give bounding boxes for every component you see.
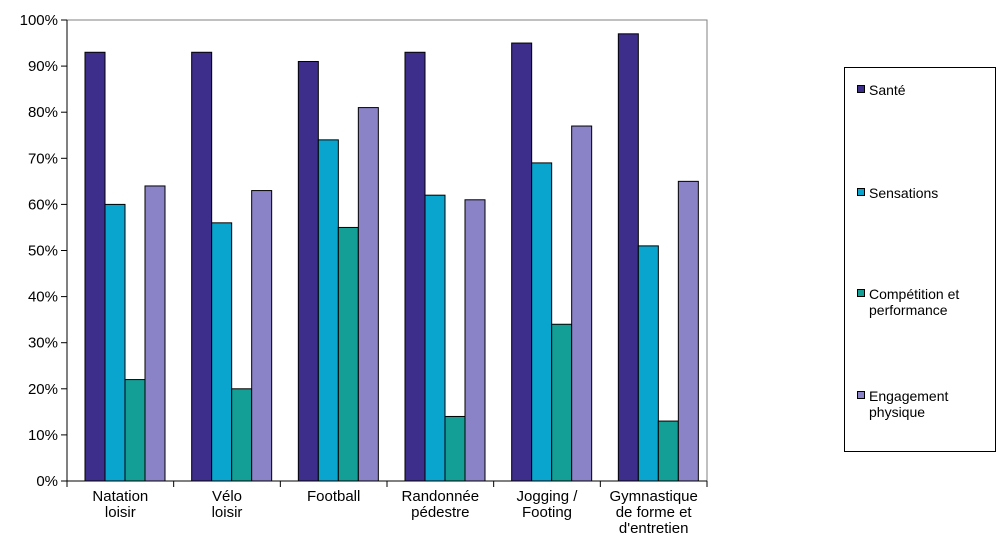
legend-label: Santé	[869, 82, 906, 98]
y-tick-label: 40%	[28, 289, 58, 306]
plot-area	[66, 19, 708, 482]
x-tick-label: Vélo	[212, 488, 242, 505]
bar	[84, 51, 106, 482]
x-tick-label: loisir	[105, 504, 136, 521]
bar	[124, 379, 146, 482]
chart-legend: Santé Sensations Compétition et performanc…	[844, 67, 996, 452]
y-tick-label: 80%	[28, 104, 58, 121]
bar	[531, 162, 553, 482]
legend-swatch	[857, 391, 865, 399]
y-tick-label: 0%	[36, 473, 58, 490]
x-tick-label: de forme et	[616, 504, 693, 521]
y-tick-label: 10%	[28, 427, 58, 444]
x-tick-label: Football	[307, 488, 360, 505]
x-tick-label: Randonnée	[402, 488, 480, 505]
x-tick-label: Natation	[92, 488, 148, 505]
x-tick-label: pédestre	[411, 504, 469, 521]
bar	[444, 415, 466, 482]
x-tick-label: Footing	[522, 504, 572, 521]
x-tick-label: loisir	[212, 504, 243, 521]
bar	[464, 199, 486, 482]
bar	[337, 226, 359, 482]
legend-swatch	[857, 188, 865, 196]
bar	[297, 60, 319, 482]
bar	[317, 139, 339, 482]
bar	[211, 222, 233, 482]
y-tick-label: 100%	[20, 12, 58, 29]
bar	[657, 420, 679, 482]
legend-label: Sensations	[869, 185, 939, 201]
bar	[511, 42, 533, 482]
bar	[357, 107, 379, 482]
bar	[191, 51, 213, 482]
y-tick-label: 60%	[28, 196, 58, 213]
x-tick-label: Jogging /	[517, 488, 579, 505]
bar	[617, 33, 639, 482]
y-tick-label: 30%	[28, 335, 58, 352]
bar	[104, 203, 126, 482]
bar	[677, 180, 699, 482]
x-tick-label: Gymnastique	[609, 488, 697, 505]
bar	[251, 190, 273, 482]
y-tick-label: 70%	[28, 150, 58, 167]
legend-label: Engagement physique	[869, 388, 949, 420]
y-tick-label: 90%	[28, 58, 58, 75]
bar	[551, 323, 573, 482]
bar	[404, 51, 426, 482]
bar	[231, 388, 253, 482]
bar	[571, 125, 593, 482]
legend-swatch	[857, 85, 865, 93]
legend-swatch	[857, 289, 865, 297]
bar	[637, 245, 659, 482]
bar	[144, 185, 166, 482]
legend-label: Compétition et performance	[869, 286, 960, 318]
y-tick-label: 50%	[28, 243, 58, 260]
x-tick-label: d'entretien	[619, 520, 689, 537]
y-tick-label: 20%	[28, 381, 58, 398]
bar	[424, 194, 446, 482]
